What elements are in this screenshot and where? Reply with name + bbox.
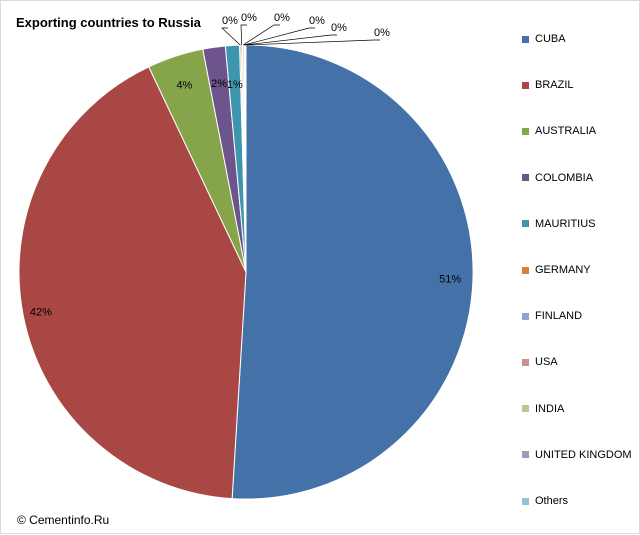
legend-item: AUSTRALIA [522, 123, 596, 139]
data-label: 0% [222, 15, 238, 27]
legend-swatch [522, 35, 529, 43]
legend-item: UNITED KINGDOM [522, 447, 632, 463]
legend-label: INDIA [535, 402, 565, 415]
legend-label: USA [535, 356, 558, 369]
leader-line [221, 27, 241, 46]
legend-label: UNITED KINGDOM [535, 448, 632, 461]
legend-swatch [522, 220, 529, 228]
data-label: 0% [309, 15, 325, 27]
data-label: 42% [30, 307, 52, 319]
legend-swatch [522, 497, 529, 505]
legend-swatch [522, 312, 529, 320]
data-label: 1% [227, 79, 243, 91]
legend-swatch [522, 266, 529, 274]
legend-swatch [522, 174, 529, 182]
pie-slice-cuba [231, 44, 474, 500]
data-label: 51% [439, 273, 461, 285]
legend-swatch [522, 451, 529, 459]
legend-item: CUBA [522, 31, 566, 47]
legend-label: AUSTRALIA [535, 125, 597, 138]
leader-line [245, 39, 380, 46]
legend-label: Others [535, 495, 569, 507]
legend-label: CUBA [535, 33, 566, 45]
legend-item: MAURITIUS [522, 216, 596, 232]
legend-item: GERMANY [522, 262, 591, 278]
data-label: 4% [176, 79, 192, 91]
data-label: 0% [274, 12, 290, 24]
chart-title: Exporting countries to Russia [16, 15, 201, 30]
pie-slice-brazil [18, 66, 247, 500]
pie-slice-others [244, 44, 247, 273]
data-label: 0% [331, 22, 347, 34]
data-label: 0% [374, 27, 390, 39]
legend-item: INDIA [522, 401, 564, 417]
leader-line [240, 24, 247, 46]
legend-item: Others [522, 493, 568, 509]
legend-item: BRAZIL [522, 77, 574, 93]
legend-swatch [522, 81, 529, 89]
data-label: 0% [241, 12, 257, 24]
leader-line [244, 34, 337, 46]
legend-label: BRAZIL [535, 79, 574, 92]
leader-line [242, 24, 280, 46]
legend-label: MAURITIUS [535, 217, 596, 230]
leader-line [244, 27, 315, 46]
legend-item: FINLAND [522, 308, 582, 324]
copyright-text: © Cementinfo.Ru [17, 513, 110, 527]
pie-chart: 51%42%4% 2% 1%0% 0% 0% 0%0% 0% [18, 12, 474, 500]
legend-item: USA [522, 354, 558, 370]
legend-item: COLOMBIA [522, 170, 593, 186]
legend-swatch [522, 127, 529, 135]
legend-label: FINLAND [535, 310, 583, 323]
legend-swatch [522, 405, 529, 413]
legend-label: GERMANY [535, 264, 591, 276]
data-label: 2% [211, 78, 227, 90]
legend-label: COLOMBIA [535, 171, 594, 184]
legend-swatch [522, 358, 529, 366]
